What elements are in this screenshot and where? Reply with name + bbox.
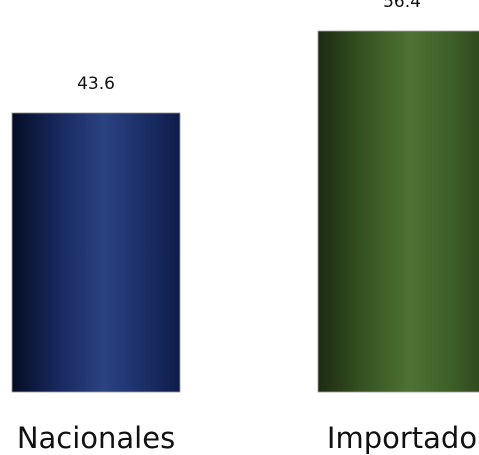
category-label-importado: Importado <box>327 421 477 455</box>
category-label-nacionales: Nacionales <box>17 421 175 455</box>
bar-nacionales <box>11 112 181 393</box>
value-label-nacionales: 43.6 <box>77 74 115 94</box>
bar-importado <box>317 30 479 393</box>
value-label-importado: 56.4 <box>383 0 421 12</box>
